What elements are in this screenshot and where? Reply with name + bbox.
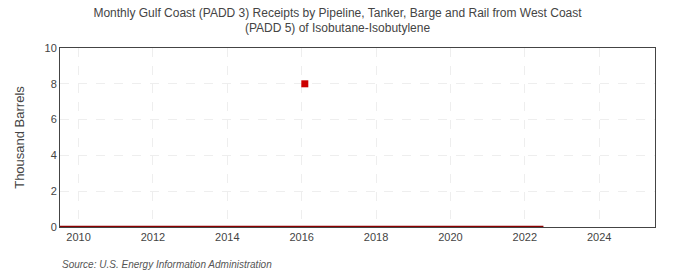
svg-text:2016: 2016 — [289, 231, 313, 243]
svg-text:0: 0 — [51, 221, 57, 233]
svg-text:2012: 2012 — [141, 231, 165, 243]
svg-text:2022: 2022 — [513, 231, 537, 243]
svg-text:2020: 2020 — [438, 231, 462, 243]
svg-text:8: 8 — [51, 78, 57, 90]
svg-text:6: 6 — [51, 113, 57, 125]
svg-text:2014: 2014 — [215, 231, 239, 243]
svg-text:Thousand Barrels: Thousand Barrels — [12, 86, 27, 189]
svg-text:Source: U.S. Energy Informatio: Source: U.S. Energy Information Administ… — [62, 259, 272, 270]
svg-text:2018: 2018 — [364, 231, 388, 243]
svg-text:10: 10 — [45, 42, 57, 54]
svg-text:2024: 2024 — [587, 231, 611, 243]
svg-text:2: 2 — [51, 185, 57, 197]
svg-text:2010: 2010 — [66, 231, 90, 243]
svg-text:4: 4 — [51, 149, 57, 161]
svg-text:Monthly Gulf Coast (PADD 3) Re: Monthly Gulf Coast (PADD 3) Receipts by … — [93, 6, 582, 36]
